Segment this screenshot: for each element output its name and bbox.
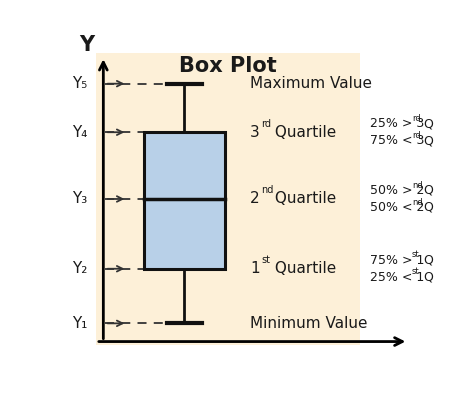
Text: Y: Y	[79, 35, 94, 55]
Text: rd: rd	[261, 119, 271, 129]
Text: Y₄: Y₄	[72, 125, 87, 140]
Text: 75% < 3: 75% < 3	[370, 134, 424, 147]
Text: Q: Q	[420, 184, 434, 197]
Text: rd: rd	[412, 114, 420, 123]
Text: nd: nd	[412, 180, 423, 190]
Text: 75% > 1: 75% > 1	[370, 254, 424, 267]
Text: rd: rd	[412, 131, 420, 140]
Text: Q: Q	[420, 134, 434, 147]
Text: Y₃: Y₃	[72, 191, 87, 206]
Text: Quartile: Quartile	[271, 261, 337, 276]
Text: Maximum Value: Maximum Value	[250, 76, 372, 91]
Text: st: st	[261, 255, 270, 265]
Text: st: st	[412, 267, 419, 276]
Text: 25% > 3: 25% > 3	[370, 117, 424, 130]
Text: Y₂: Y₂	[72, 261, 87, 276]
Text: nd: nd	[412, 197, 423, 206]
Bar	[144, 132, 225, 269]
Text: Q: Q	[420, 254, 434, 267]
Text: 1: 1	[250, 261, 260, 276]
Text: Box Plot: Box Plot	[179, 56, 277, 76]
Text: Quartile: Quartile	[271, 125, 337, 140]
Text: 3: 3	[250, 125, 260, 140]
Text: Minimum Value: Minimum Value	[250, 316, 368, 331]
Text: 50% < 2: 50% < 2	[370, 201, 424, 214]
Text: 50% > 2: 50% > 2	[370, 184, 424, 197]
Text: Y₅: Y₅	[72, 76, 87, 91]
Text: 2: 2	[250, 191, 260, 206]
Text: st: st	[412, 250, 419, 259]
Text: Quartile: Quartile	[271, 191, 337, 206]
Text: Q: Q	[420, 117, 434, 130]
Bar	[96, 53, 360, 345]
Text: 25% < 1: 25% < 1	[370, 271, 424, 284]
Text: nd: nd	[261, 186, 273, 195]
Text: Q: Q	[420, 271, 434, 284]
Text: Y₁: Y₁	[72, 316, 87, 331]
Text: Q: Q	[420, 201, 434, 214]
